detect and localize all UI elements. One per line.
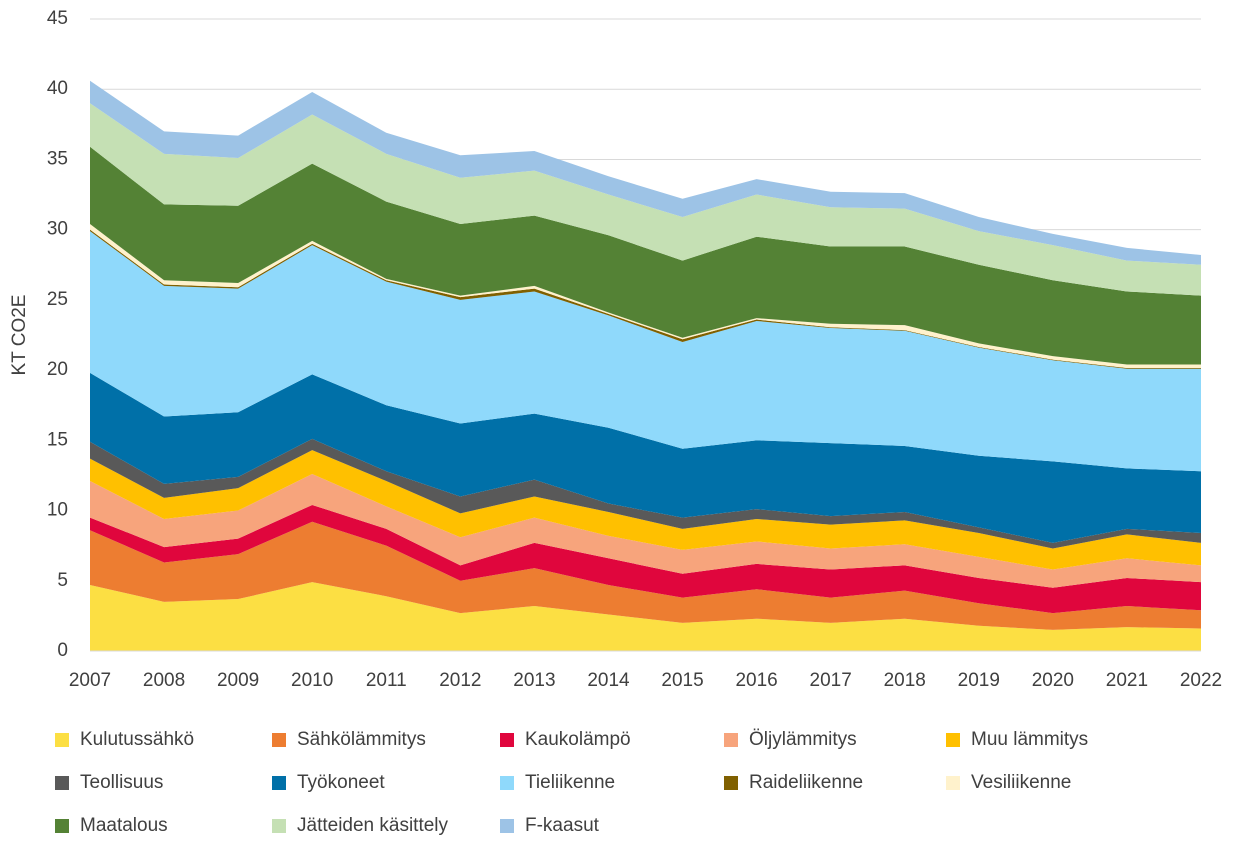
area <box>90 224 1201 369</box>
area <box>90 146 1201 365</box>
legend-swatch <box>500 776 514 790</box>
y-tick-label: 25 <box>47 289 68 310</box>
legend-swatch <box>500 819 514 833</box>
legend-label: Jätteiden käsittely <box>297 815 449 836</box>
legend-label: Raideliikenne <box>749 772 863 793</box>
x-tick-label: 2012 <box>439 670 481 691</box>
legend-label: Teollisuus <box>80 772 163 793</box>
x-tick-label: 2015 <box>661 670 703 691</box>
legend-label: Kulutussähkö <box>80 729 194 750</box>
legend-label: Vesiliikenne <box>971 772 1071 793</box>
legend-label: Sähkölämmitys <box>297 729 426 750</box>
y-axis-label: KT CO2E <box>9 295 30 376</box>
legend-label: Maatalous <box>80 815 168 836</box>
legend-swatch <box>946 733 960 747</box>
x-tick-label: 2008 <box>143 670 185 691</box>
legend-swatch <box>724 776 738 790</box>
legend-swatch <box>272 819 286 833</box>
legend-swatch <box>272 776 286 790</box>
y-tick-label: 0 <box>57 640 68 661</box>
area <box>90 521 1201 630</box>
x-tick-label: 2017 <box>810 670 852 691</box>
area <box>90 474 1201 588</box>
area <box>90 231 1201 472</box>
x-tick-label: 2020 <box>1032 670 1074 691</box>
x-tick-label: 2011 <box>366 670 407 691</box>
legend-swatch <box>946 776 960 790</box>
legend-swatch <box>724 733 738 747</box>
x-tick-label: 2021 <box>1106 670 1148 691</box>
y-tick-label: 45 <box>47 8 68 29</box>
y-tick-label: 30 <box>47 219 68 240</box>
legend-swatch <box>272 733 286 747</box>
area <box>90 582 1201 651</box>
y-tick-label: 40 <box>47 78 68 99</box>
x-tick-label: 2009 <box>217 670 259 691</box>
x-tick-label: 2010 <box>291 670 333 691</box>
area <box>90 504 1201 614</box>
y-tick-label: 10 <box>47 500 68 521</box>
y-tick-label: 20 <box>47 359 68 380</box>
x-tick-label: 2018 <box>884 670 926 691</box>
x-tick-label: 2016 <box>735 670 777 691</box>
x-tick-label: 2022 <box>1180 670 1222 691</box>
legend-label: Tieliikenne <box>525 772 615 793</box>
legend-label: F-kaasut <box>525 815 600 836</box>
legend-swatch <box>55 733 69 747</box>
area <box>90 450 1201 570</box>
area <box>90 80 1201 265</box>
legend-label: Muu lämmitys <box>971 729 1088 750</box>
legend-label: Työkoneet <box>297 772 385 793</box>
legend-swatch <box>55 776 69 790</box>
x-tick-label: 2013 <box>513 670 555 691</box>
y-tick-label: 5 <box>57 570 68 591</box>
legend-swatch <box>500 733 514 747</box>
area <box>90 372 1201 543</box>
area <box>90 103 1201 296</box>
legend-label: Kaukolämpö <box>525 729 631 750</box>
legend-label: Öljylämmitys <box>749 729 857 750</box>
area <box>90 438 1201 549</box>
y-tick-label: 15 <box>47 429 68 450</box>
legend-swatch <box>55 819 69 833</box>
x-tick-label: 2019 <box>958 670 1000 691</box>
x-tick-label: 2007 <box>69 670 111 691</box>
x-tick-label: 2014 <box>587 670 630 691</box>
y-tick-label: 35 <box>47 148 68 169</box>
